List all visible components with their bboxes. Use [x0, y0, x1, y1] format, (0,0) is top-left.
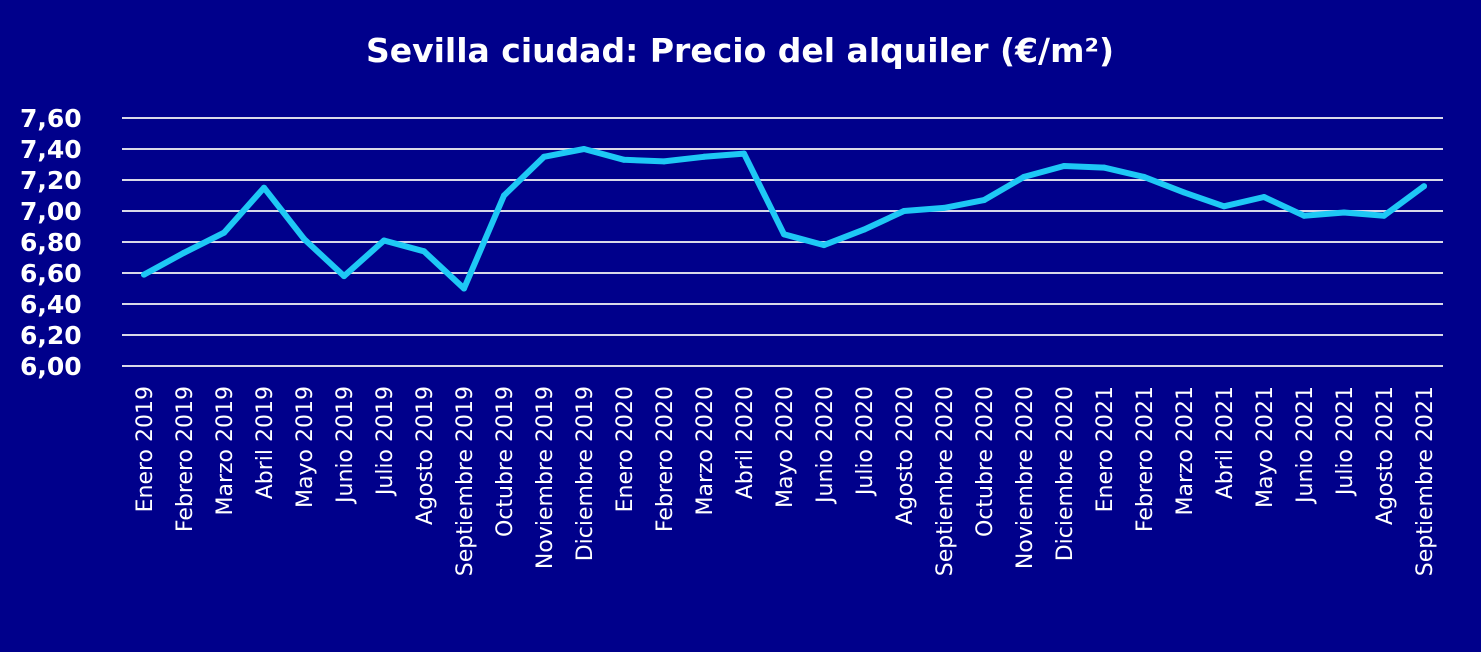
data-point: [541, 153, 547, 160]
x-tick-label: Octubre 2019: [493, 386, 518, 537]
x-tick-label: Junio 2019: [333, 386, 358, 505]
data-point: [301, 235, 307, 242]
x-tick-label: Febrero 2019: [173, 386, 198, 532]
data-point: [1061, 163, 1067, 169]
x-tick-label: Enero 2020: [613, 386, 638, 512]
x-tick-label: Diciembre 2019: [573, 386, 598, 561]
y-tick-label: 6,00: [20, 352, 82, 381]
y-tick-label: 7,40: [20, 135, 82, 164]
data-point: [141, 271, 147, 278]
x-tick-label: Agosto 2020: [893, 386, 918, 525]
series-line: [141, 146, 1427, 292]
x-tick-label: Agosto 2021: [1373, 386, 1398, 525]
data-point: [421, 248, 427, 255]
data-point: [1381, 212, 1387, 219]
data-point: [861, 226, 867, 233]
x-tick-label: Febrero 2021: [1133, 386, 1158, 532]
data-point: [821, 242, 827, 249]
y-tick-label: 6,80: [20, 228, 82, 257]
data-point: [1221, 203, 1227, 210]
data-point: [701, 153, 707, 160]
x-tick-label: Junio 2021: [1293, 386, 1318, 505]
x-tick-label: Abril 2020: [733, 386, 758, 499]
data-point: [341, 273, 347, 280]
y-tick-label: 7,00: [20, 197, 82, 226]
x-axis-tick-labels: Enero 2019 Febrero 2019 Marzo 2019 Abril 20…: [133, 386, 1438, 576]
x-tick-label: Mayo 2020: [773, 386, 798, 508]
data-point: [621, 156, 627, 163]
y-tick-label: 6,60: [20, 259, 82, 288]
data-point: [1101, 164, 1107, 171]
x-tick-label: Marzo 2020: [693, 386, 718, 516]
x-tick-label: Marzo 2019: [213, 386, 238, 516]
x-tick-label: Noviembre 2020: [1013, 386, 1038, 569]
data-point: [261, 184, 267, 191]
x-tick-label: Marzo 2021: [1173, 386, 1198, 516]
data-point: [941, 204, 947, 211]
x-tick-label: Enero 2021: [1093, 386, 1118, 512]
x-tick-label: Septiembre 2020: [933, 386, 958, 576]
data-point: [781, 231, 787, 238]
data-point: [1021, 173, 1027, 180]
x-tick-label: Enero 2019: [133, 386, 158, 512]
data-point: [181, 249, 187, 256]
gridlines: [122, 117, 1443, 367]
x-tick-label: Noviembre 2019: [533, 386, 558, 569]
data-point: [1421, 183, 1427, 190]
data-point: [741, 150, 747, 157]
x-tick-label: Octubre 2020: [973, 386, 998, 537]
data-point: [501, 192, 507, 199]
data-point: [661, 158, 667, 165]
x-tick-label: Mayo 2019: [293, 386, 318, 508]
y-tick-label: 6,20: [20, 321, 82, 350]
data-point: [1341, 209, 1347, 216]
series-layer: [141, 146, 1427, 292]
data-point: [381, 237, 387, 244]
x-tick-label: Agosto 2019: [413, 386, 438, 525]
y-tick-label: 7,60: [20, 104, 82, 133]
x-tick-label: Febrero 2020: [653, 386, 678, 532]
chart-title: Sevilla ciudad: Precio del alquiler (€/m…: [366, 31, 1114, 70]
data-point: [1141, 173, 1147, 180]
data-point: [901, 208, 907, 214]
data-point: [581, 146, 587, 152]
data-point: [1301, 212, 1307, 219]
data-point: [981, 197, 987, 204]
data-point: [1181, 189, 1187, 196]
data-point: [461, 285, 467, 292]
x-tick-label: Mayo 2021: [1253, 386, 1278, 508]
x-tick-label: Abril 2021: [1213, 386, 1238, 499]
x-tick-label: Julio 2020: [853, 386, 878, 497]
data-point: [1261, 194, 1267, 200]
x-tick-label: Julio 2021: [1333, 386, 1358, 497]
y-axis-tick-labels: 6,006,206,406,606,807,007,207,407,60: [20, 104, 82, 381]
data-point: [221, 229, 227, 236]
x-tick-label: Junio 2020: [813, 386, 838, 505]
x-tick-label: Abril 2019: [253, 386, 278, 499]
y-tick-label: 6,40: [20, 290, 82, 319]
x-tick-label: Julio 2019: [373, 386, 398, 497]
x-tick-label: Diciembre 2020: [1053, 386, 1078, 561]
x-tick-label: Septiembre 2019: [453, 386, 478, 576]
x-tick-label: Septiembre 2021: [1413, 386, 1438, 576]
y-tick-label: 7,20: [20, 166, 82, 195]
